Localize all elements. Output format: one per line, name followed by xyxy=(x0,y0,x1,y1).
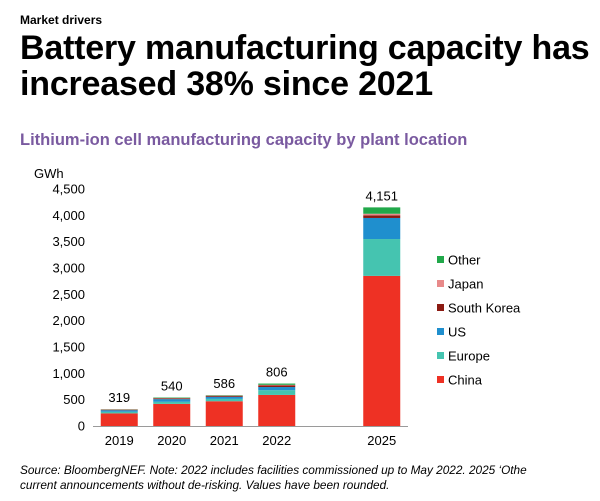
chart-title: Lithium-ion cell manufacturing capacity … xyxy=(20,131,468,149)
y-tick-label: 1,000 xyxy=(52,366,85,381)
bar-total-label: 540 xyxy=(161,379,183,394)
legend: Other Japan South Korea US Europe China xyxy=(437,253,521,388)
bar-total-label: 586 xyxy=(213,376,235,391)
x-axis-ticks: 2019 2020 2021 2022 2025 xyxy=(105,433,396,448)
legend-label: South Korea xyxy=(448,301,521,316)
y-tick-label: 4,000 xyxy=(52,208,85,223)
legend-swatch-japan xyxy=(437,280,444,287)
headline: Battery manufacturing capacity has incre… xyxy=(20,29,590,103)
source-note: Source: BloombergNEF. Note: 2022 include… xyxy=(20,463,595,493)
bar-totals: 319 540 586 806 4,151 xyxy=(108,188,398,405)
y-tick-label: 2,000 xyxy=(52,313,85,328)
legend-label: China xyxy=(448,373,483,388)
bar-segment-europe xyxy=(258,390,296,395)
bar-segment-europe xyxy=(363,239,401,276)
y-tick-label: 2,500 xyxy=(52,287,85,302)
y-tick-label: 4,500 xyxy=(52,182,85,197)
bar-segment-japan xyxy=(258,384,296,386)
legend-swatch-other xyxy=(437,256,444,263)
y-tick-label: 3,500 xyxy=(52,234,85,249)
bar-segment-us xyxy=(153,399,191,402)
legend-swatch-us xyxy=(437,328,444,335)
legend-label: Japan xyxy=(448,277,483,292)
bar-segment-us xyxy=(100,410,138,412)
bar-segment-japan xyxy=(363,213,401,216)
kicker: Market drivers xyxy=(20,13,103,27)
bar-segment-other xyxy=(363,207,401,214)
legend-swatch-china xyxy=(437,376,444,383)
x-tick-label: 2021 xyxy=(210,433,239,448)
bar-segment-china xyxy=(363,275,401,426)
bar-segment-other xyxy=(153,397,191,399)
bar-segment-south-korea xyxy=(205,395,243,397)
bar-segment-south-korea xyxy=(153,398,191,400)
bars xyxy=(100,207,401,426)
legend-swatch-europe xyxy=(437,352,444,359)
bar-segment-us xyxy=(205,396,243,399)
y-tick-label: 3,000 xyxy=(52,261,85,276)
y-tick-label: 500 xyxy=(63,392,85,407)
bar-total-label: 806 xyxy=(266,365,288,380)
y-tick-label: 1,500 xyxy=(52,340,85,355)
bar-segment-us xyxy=(258,387,296,391)
legend-label: US xyxy=(448,325,466,340)
x-tick-label: 2025 xyxy=(367,433,396,448)
bar-segment-europe xyxy=(100,411,138,414)
x-tick-label: 2020 xyxy=(157,433,186,448)
bar-segment-china xyxy=(205,401,243,426)
source-line-1: Source: BloombergNEF. Note: 2022 include… xyxy=(20,463,527,477)
y-tick-label: 0 xyxy=(78,419,85,434)
bar-total-label: 319 xyxy=(108,390,130,405)
legend-label: Europe xyxy=(448,349,490,364)
legend-label: Other xyxy=(448,253,481,268)
bar-segment-south-korea xyxy=(363,215,401,218)
bar-segment-europe xyxy=(205,398,243,402)
bar-segment-south-korea xyxy=(100,409,138,411)
y-axis-label: GWh xyxy=(34,166,64,181)
bar-total-label: 4,151 xyxy=(365,188,398,203)
bar-segment-south-korea xyxy=(258,385,296,388)
legend-swatch-south-korea xyxy=(437,304,444,311)
bar-segment-china xyxy=(153,403,191,426)
source-line-2: current announcements without de-risking… xyxy=(20,478,390,492)
y-axis-ticks: 0 500 1,000 1,500 2,000 2,500 3,000 3,500 4,000 4… xyxy=(52,182,85,434)
bar-segment-us xyxy=(363,217,401,240)
bar-segment-europe xyxy=(153,401,191,404)
bar-segment-china xyxy=(100,413,138,426)
bar-segment-china xyxy=(258,394,296,426)
x-tick-label: 2022 xyxy=(262,433,291,448)
bar-segment-other xyxy=(258,383,296,385)
x-tick-label: 2019 xyxy=(105,433,134,448)
